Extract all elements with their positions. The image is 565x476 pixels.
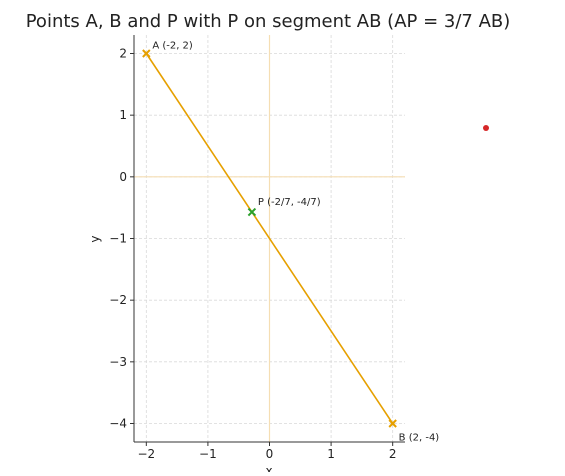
point-marker-stroke — [142, 49, 151, 58]
extra-red-dot — [483, 125, 489, 131]
y-tick-label: −2 — [109, 293, 127, 307]
x-axis-label: x — [265, 464, 272, 472]
y-tick-label: −3 — [109, 355, 127, 369]
point-marker-stroke — [247, 207, 257, 217]
x-tick-label: −1 — [199, 447, 217, 461]
y-tick-label: 2 — [119, 47, 127, 61]
point-label: B (2, -4) — [399, 433, 440, 444]
x-tick-label: 2 — [389, 447, 397, 461]
y-axis-label: y — [88, 235, 102, 242]
point-marker-stroke — [388, 419, 397, 428]
point-marker — [388, 419, 397, 428]
axes — [130, 35, 405, 446]
x-tick-label: −2 — [137, 447, 155, 461]
y-tick-label: −1 — [109, 232, 127, 246]
y-tick-label: 0 — [119, 170, 127, 184]
x-tick-label: 0 — [266, 447, 274, 461]
point-marker — [142, 49, 151, 58]
point-marker — [247, 207, 257, 217]
x-tick-label: 1 — [327, 447, 335, 461]
y-tick-label: −4 — [109, 417, 127, 431]
data-layer — [142, 49, 397, 428]
point-label: P (-2/7, -4/7) — [258, 197, 321, 208]
chart-title: Points A, B and P with P on segment AB (… — [26, 11, 511, 32]
y-tick-label: 1 — [119, 108, 127, 122]
point-label: A (-2, 2) — [152, 41, 193, 52]
label-layer: −2 −1 0 1 2 −4 −3 −2 −1 0 1 2 A (-2, 2) B (2, -4) P (-… — [109, 41, 439, 462]
segment-ab — [145, 53, 394, 424]
